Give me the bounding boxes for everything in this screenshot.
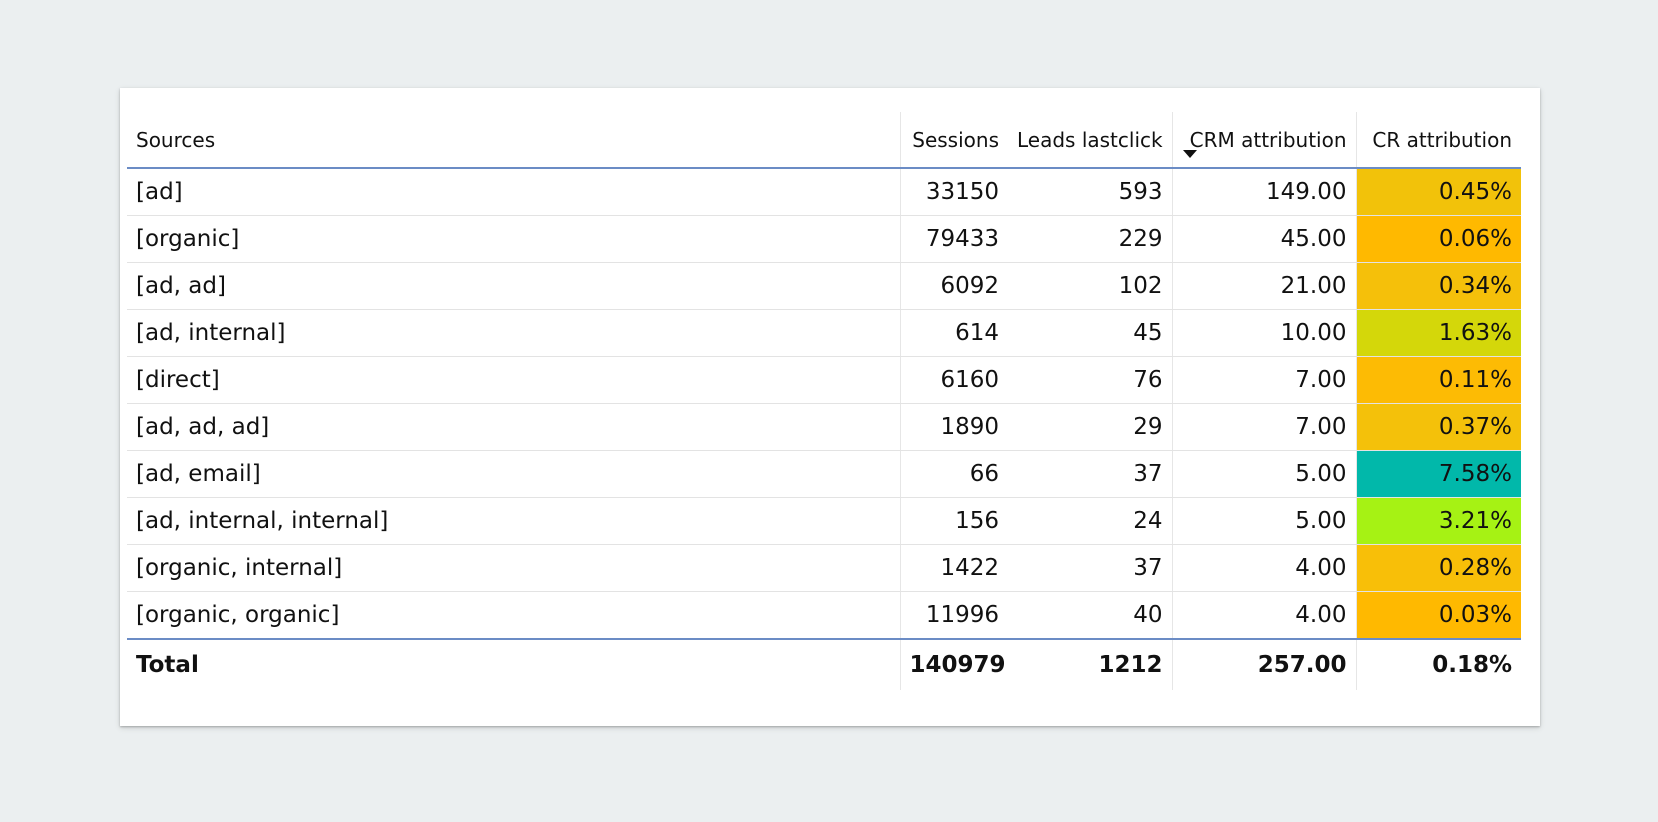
column-header-crm-attribution[interactable]: CRM attribution — [1171, 112, 1356, 169]
cell-source: [ad, ad] — [127, 262, 900, 310]
table-row[interactable]: [organic] 79433 229 45.00 0.06% — [127, 215, 1521, 263]
cell-sessions: 79433 — [899, 215, 1008, 263]
cell-cr-attribution: 3.21% — [1355, 497, 1521, 545]
total-crm-attribution: 257.00 — [1171, 639, 1356, 690]
cell-crm-attribution: 4.00 — [1171, 544, 1356, 592]
table-row[interactable]: [ad, email] 66 37 5.00 7.58% — [127, 450, 1521, 498]
cell-leads-lastclick: 102 — [1008, 262, 1172, 310]
cell-leads-lastclick: 593 — [1008, 168, 1172, 216]
cell-source: [organic, organic] — [127, 591, 900, 640]
sort-descending-icon — [1182, 150, 1197, 158]
header-row: Sources Sessions Leads lastclick CRM att… — [127, 112, 1521, 169]
cell-sessions: 156 — [899, 497, 1008, 545]
column-header-cr-attribution[interactable]: CR attribution — [1355, 112, 1521, 169]
cell-cr-attribution: 0.37% — [1355, 403, 1521, 451]
cell-source: [organic, internal] — [127, 544, 900, 592]
cell-sessions: 6160 — [899, 356, 1008, 404]
cell-cr-attribution: 0.45% — [1355, 168, 1521, 216]
cell-sessions: 66 — [899, 450, 1008, 498]
cell-source: [ad, internal, internal] — [127, 497, 900, 545]
cell-source: [ad, ad, ad] — [127, 403, 900, 451]
total-cr-attribution: 0.18% — [1355, 639, 1521, 690]
cell-crm-attribution: 7.00 — [1171, 403, 1356, 451]
cell-crm-attribution: 10.00 — [1171, 309, 1356, 357]
cell-source: [ad, email] — [127, 450, 900, 498]
column-header-sessions[interactable]: Sessions — [899, 112, 1008, 169]
table-body: [ad] 33150 593 149.00 0.45% [organic] 79433 229… — [127, 168, 1521, 640]
cell-cr-attribution: 1.63% — [1355, 309, 1521, 357]
cell-sessions: 33150 — [899, 168, 1008, 216]
cell-cr-attribution: 0.06% — [1355, 215, 1521, 263]
cell-leads-lastclick: 37 — [1008, 544, 1172, 592]
cell-crm-attribution: 4.00 — [1171, 591, 1356, 640]
cell-source: [ad, internal] — [127, 309, 900, 357]
total-sessions: 140979 — [899, 639, 1008, 690]
cell-sessions: 11996 — [899, 591, 1008, 640]
table-row[interactable]: [organic, internal] 1422 37 4.00 0.28% — [127, 544, 1521, 592]
cell-leads-lastclick: 45 — [1008, 309, 1172, 357]
table-row[interactable]: [ad, ad, ad] 1890 29 7.00 0.37% — [127, 403, 1521, 451]
cell-sessions: 614 — [899, 309, 1008, 357]
cell-sessions: 6092 — [899, 262, 1008, 310]
cell-cr-attribution: 0.03% — [1355, 591, 1521, 640]
cell-crm-attribution: 45.00 — [1171, 215, 1356, 263]
cell-crm-attribution: 7.00 — [1171, 356, 1356, 404]
cell-leads-lastclick: 229 — [1008, 215, 1172, 263]
cell-leads-lastclick: 24 — [1008, 497, 1172, 545]
cell-sessions: 1890 — [899, 403, 1008, 451]
table-row[interactable]: [ad, internal, internal] 156 24 5.00 3.21% — [127, 497, 1521, 545]
cell-cr-attribution: 0.28% — [1355, 544, 1521, 592]
table-row[interactable]: [ad, internal] 614 45 10.00 1.63% — [127, 309, 1521, 357]
cell-leads-lastclick: 29 — [1008, 403, 1172, 451]
cell-crm-attribution: 21.00 — [1171, 262, 1356, 310]
cell-source: [ad] — [127, 168, 900, 216]
column-header-sources[interactable]: Sources — [127, 112, 900, 169]
cell-crm-attribution: 5.00 — [1171, 497, 1356, 545]
cell-source: [direct] — [127, 356, 900, 404]
table-row[interactable]: [ad] 33150 593 149.00 0.45% — [127, 168, 1521, 216]
table-visual: Sources Sessions Leads lastclick CRM att… — [120, 88, 1540, 726]
cell-crm-attribution: 149.00 — [1171, 168, 1356, 216]
total-leads: 1212 — [1098, 652, 1163, 678]
cell-leads-lastclick: 40 — [1008, 591, 1172, 640]
column-header-crm-attribution-label: CRM attribution — [1189, 127, 1347, 152]
cell-cr-attribution: 7.58% — [1355, 450, 1521, 498]
cell-source: [organic] — [127, 215, 900, 263]
cell-sessions: 1422 — [899, 544, 1008, 592]
total-label: Total — [136, 652, 199, 678]
table-row[interactable]: [ad, ad] 6092 102 21.00 0.34% — [127, 262, 1521, 310]
cell-cr-attribution: 0.11% — [1355, 356, 1521, 404]
cell-leads-lastclick: 37 — [1008, 450, 1172, 498]
cell-leads-lastclick: 76 — [1008, 356, 1172, 404]
table-row[interactable]: [organic, organic] 11996 40 4.00 0.03% — [127, 591, 1521, 640]
total-row: Total 140979 1212 257.00 0.18% — [127, 639, 1521, 690]
attribution-table: Sources Sessions Leads lastclick CRM att… — [127, 112, 1521, 690]
cell-cr-attribution: 0.34% — [1355, 262, 1521, 310]
cell-crm-attribution: 5.00 — [1171, 450, 1356, 498]
table-row[interactable]: [direct] 6160 76 7.00 0.11% — [127, 356, 1521, 404]
column-header-leads-lastclick[interactable]: Leads lastclick — [1008, 112, 1172, 169]
